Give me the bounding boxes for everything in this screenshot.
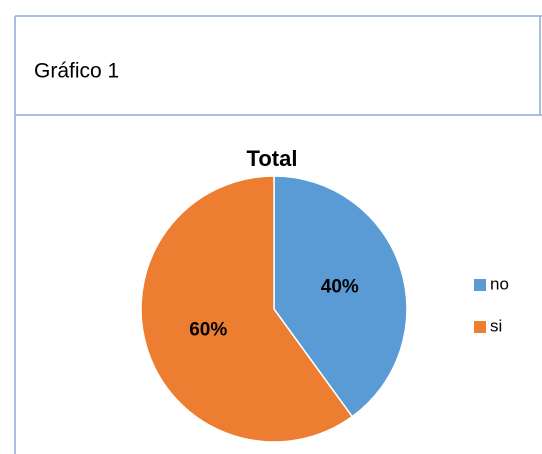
pie-slice	[140, 175, 354, 443]
chart-title: Total	[247, 146, 298, 171]
pie-slice	[273, 175, 408, 418]
legend-swatch	[474, 321, 486, 333]
header-title: Gráfico 1	[34, 60, 119, 83]
legend-swatch	[474, 279, 486, 291]
legend-label: no	[490, 274, 509, 293]
data-label: 40%	[321, 277, 359, 298]
data-label: 60%	[189, 319, 227, 340]
legend-label: si	[490, 316, 502, 335]
